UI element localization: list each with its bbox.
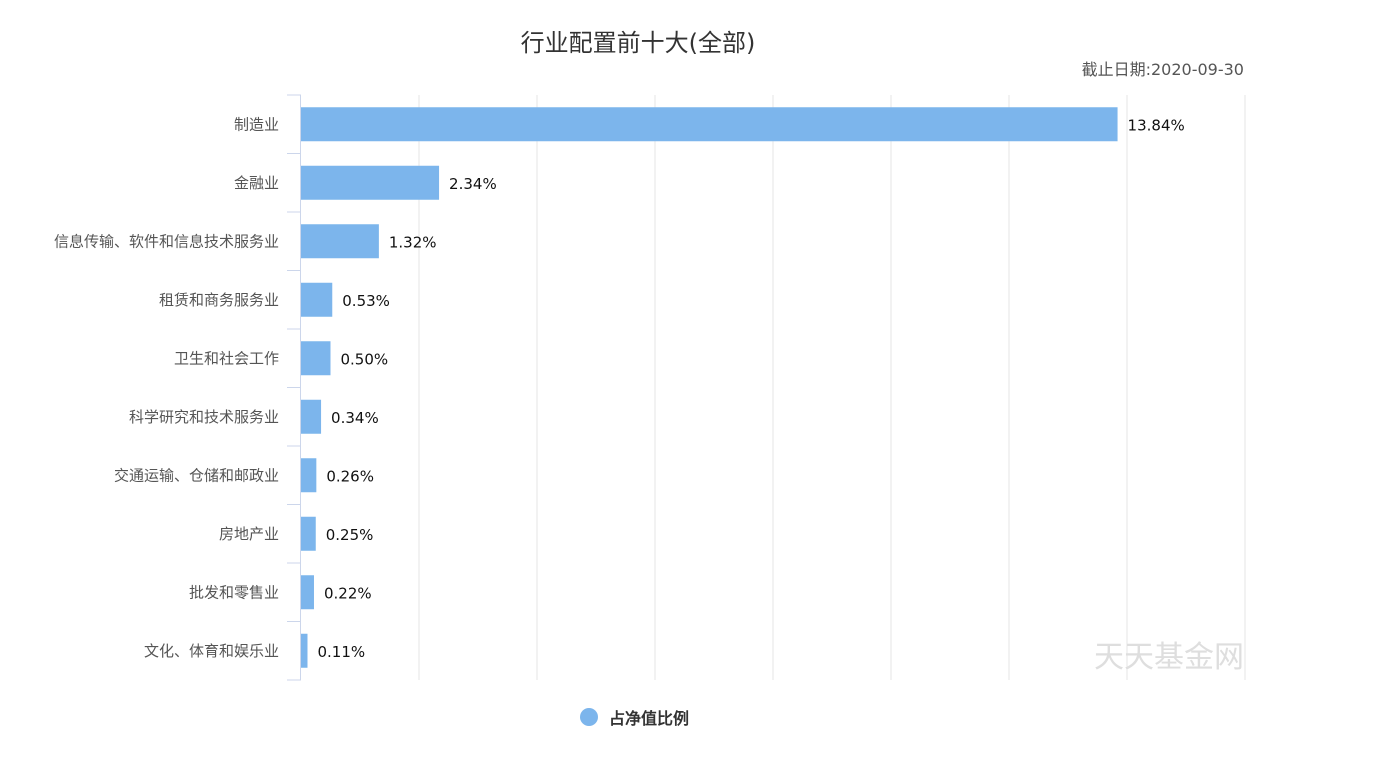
category-label: 批发和零售业	[189, 583, 279, 601]
bar[interactable]	[301, 575, 314, 610]
bar[interactable]	[301, 341, 331, 376]
data-label: 0.53%	[342, 292, 390, 310]
data-label: 0.50%	[341, 350, 389, 368]
category-label: 科学研究和技术服务业	[129, 408, 279, 426]
category-label: 制造业	[234, 115, 279, 133]
bar[interactable]	[301, 458, 317, 493]
data-label: 1.32%	[389, 233, 437, 251]
bar[interactable]	[301, 282, 333, 317]
data-label: 2.34%	[449, 175, 497, 193]
chart-title: 行业配置前十大(全部)	[521, 29, 756, 57]
category-label: 金融业	[234, 174, 279, 192]
data-label: 0.22%	[324, 584, 372, 602]
chart-subtitle: 截止日期:2020-09-30	[1082, 60, 1244, 79]
data-labels: 13.84% 2.34% 1.32% 0.53% 0.50% 0.34% 0.26% 0.25…	[317, 116, 1184, 661]
category-label: 信息传输、软件和信息技术服务业	[54, 232, 279, 250]
category-label: 卫生和社会工作	[174, 349, 279, 367]
bars	[301, 107, 1118, 668]
bar[interactable]	[301, 633, 308, 668]
watermark: 天天基金网	[1094, 640, 1244, 675]
grid-lines	[418, 95, 1246, 680]
bar[interactable]	[301, 224, 379, 259]
bar[interactable]	[301, 107, 1118, 142]
data-label: 0.26%	[326, 467, 374, 485]
data-label: 0.34%	[331, 409, 379, 427]
category-label: 交通运输、仓储和邮政业	[114, 466, 279, 484]
data-label: 0.25%	[326, 526, 374, 544]
data-label: 13.84%	[1128, 116, 1185, 134]
data-label: 0.11%	[317, 643, 365, 661]
bar[interactable]	[301, 399, 322, 434]
category-axis	[287, 94, 301, 681]
category-label: 租赁和商务服务业	[159, 291, 279, 309]
bar[interactable]	[301, 165, 440, 200]
bar[interactable]	[301, 516, 316, 551]
category-label: 房地产业	[219, 525, 279, 543]
category-label: 文化、体育和娱乐业	[144, 642, 279, 660]
legend[interactable]: 占净值比例	[580, 708, 689, 728]
legend-marker	[580, 708, 598, 726]
legend-label: 占净值比例	[609, 709, 689, 728]
category-labels: 制造业金融业信息传输、软件和信息技术服务业租赁和商务服务业卫生和社会工作科学研究…	[54, 115, 279, 660]
